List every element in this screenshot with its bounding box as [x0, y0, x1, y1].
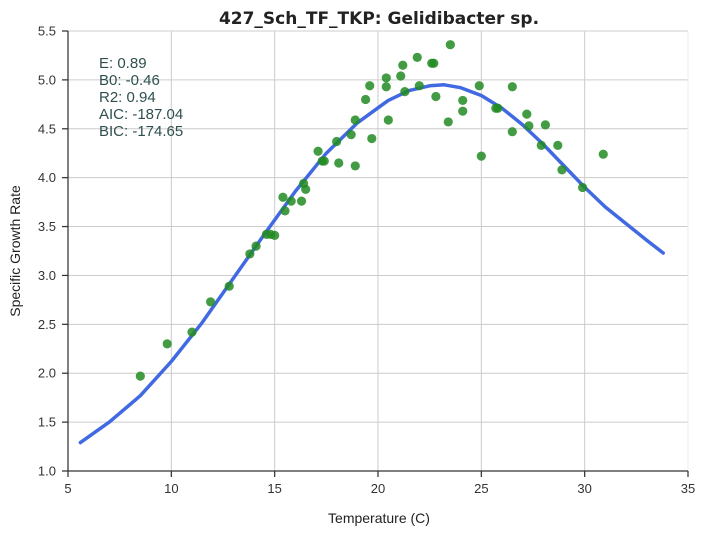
data-point — [381, 82, 391, 92]
y-tick-label: 5.5 — [38, 24, 56, 39]
data-point — [162, 339, 172, 349]
data-point — [296, 196, 307, 206]
data-point — [458, 95, 468, 106]
data-point — [350, 161, 360, 171]
x-tick-label: 25 — [474, 481, 488, 496]
data-point — [135, 371, 145, 381]
stat-line: R2: 0.94 — [99, 89, 156, 106]
stats-annotation: E: 0.89 B0: -0.46 R2: 0.94 AIC: -187.04 BIC:… — [99, 55, 183, 140]
stat-line: E: 0.89 — [99, 55, 147, 72]
data-point — [383, 115, 393, 125]
data-point — [187, 327, 197, 337]
data-point — [350, 115, 360, 125]
data-point — [365, 81, 375, 91]
data-point — [396, 71, 406, 81]
data-point — [578, 182, 588, 193]
data-point — [522, 109, 532, 119]
data-point — [536, 140, 546, 150]
data-point — [400, 87, 410, 97]
data-point — [553, 140, 563, 150]
data-point — [474, 81, 484, 91]
stat-line: BIC: -174.65 — [99, 123, 183, 140]
data-point — [557, 165, 567, 175]
y-tick-label: 1.5 — [38, 415, 56, 430]
data-point — [398, 60, 408, 70]
data-point — [367, 133, 377, 144]
stat-line: B0: -0.46 — [99, 72, 160, 89]
data-point — [278, 192, 288, 202]
grid — [68, 30, 689, 471]
y-tick-label: 3.0 — [38, 268, 56, 283]
data-point — [493, 103, 503, 113]
data-point — [540, 120, 551, 130]
data-point — [301, 184, 311, 194]
data-point — [270, 230, 280, 240]
data-point — [280, 206, 290, 216]
data-point — [245, 249, 255, 259]
stat-line: AIC: -187.04 — [99, 106, 183, 123]
data-point — [445, 40, 455, 50]
data-point — [286, 196, 296, 206]
data-point — [412, 52, 422, 63]
x-tick-label: 35 — [681, 481, 695, 496]
data-point — [361, 94, 371, 105]
y-tick-label: 2.0 — [38, 366, 56, 381]
data-point — [414, 81, 424, 91]
y-tick-label: 4.5 — [38, 121, 56, 136]
data-point — [313, 146, 323, 156]
y-tick-label: 4.0 — [38, 170, 56, 185]
data-point — [206, 297, 216, 307]
data-point — [431, 91, 441, 102]
data-point — [598, 149, 608, 159]
x-tick-label: 15 — [267, 481, 281, 496]
data-point — [251, 241, 261, 251]
points-layer — [135, 40, 608, 381]
y-axis-label: Specific Growth Rate — [7, 185, 23, 317]
data-point — [224, 281, 234, 291]
x-tick-label: 10 — [164, 481, 178, 496]
data-point — [524, 121, 534, 131]
y-tick-label: 3.5 — [38, 219, 56, 234]
x-tick-label: 5 — [64, 481, 71, 496]
x-axis-label: Temperature (C) — [328, 510, 430, 526]
y-tick-label: 5.0 — [38, 72, 56, 87]
data-point — [476, 151, 486, 161]
data-point — [319, 156, 329, 166]
data-point — [332, 136, 342, 147]
stats-text: E: 0.89 B0: -0.46 R2: 0.94 AIC: -187.04 BIC:… — [99, 55, 183, 140]
data-point — [458, 106, 468, 116]
x-tick-label: 20 — [371, 481, 385, 496]
axes: 5 10 15 20 25 30 35 1.0 1.5 2.0 2.5 3.0 3.5 4.0 4.5 5.0… — [38, 24, 695, 497]
data-point — [507, 127, 517, 137]
chart-title: 427_Sch_TF_TKP: Gelidibacter sp. — [219, 9, 539, 29]
y-tick-label: 2.5 — [38, 317, 56, 332]
data-point — [507, 82, 517, 92]
data-point — [443, 117, 453, 127]
data-point — [381, 73, 391, 83]
data-point — [429, 58, 439, 68]
y-tick-label: 1.0 — [38, 464, 56, 479]
data-point — [346, 130, 356, 140]
x-tick-label: 30 — [577, 481, 591, 496]
data-point — [334, 158, 344, 168]
